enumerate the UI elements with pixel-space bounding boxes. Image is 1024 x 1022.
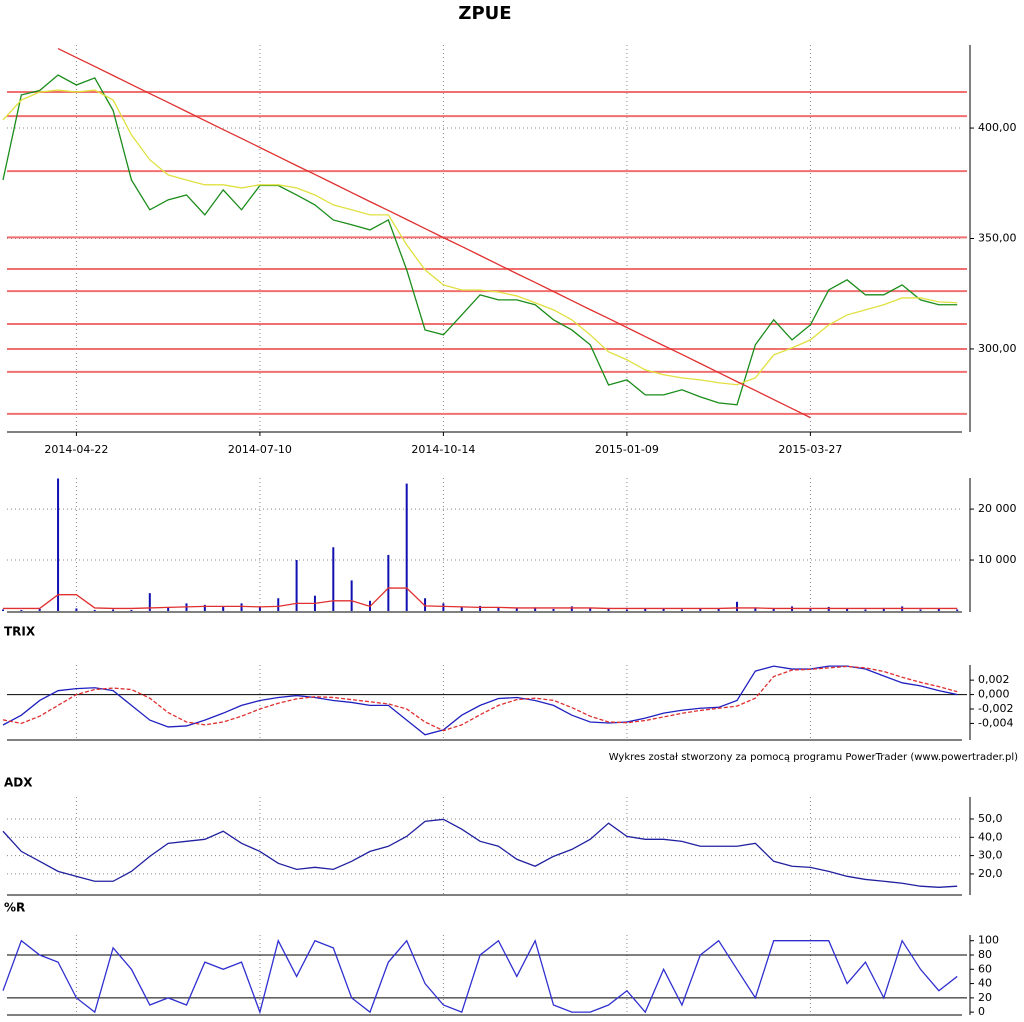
volume-bar (570, 606, 573, 611)
y-tick-label: -0,004 (978, 716, 1013, 729)
volume-bar (589, 608, 592, 611)
series-line (2, 938, 958, 1015)
volume-bar (130, 609, 133, 611)
volume-bar (937, 608, 940, 611)
volume-bar (222, 606, 225, 611)
footer-note: Wykres został stworzony za pomocą progra… (609, 752, 1018, 763)
y-tick-label: 350,00 (978, 232, 1017, 245)
volume-bar (38, 608, 41, 611)
volume-bar (552, 608, 555, 611)
volume-bar (864, 609, 867, 611)
volume-bar (625, 609, 628, 611)
volume-bar (882, 607, 885, 611)
y-tick-label: 50,0 (978, 812, 1003, 825)
volume-bar (75, 608, 78, 611)
panel-title: ADX (4, 776, 33, 790)
volume-bar (277, 598, 280, 611)
y-tick-label: 20 000 (978, 502, 1017, 515)
volume-bar (148, 593, 151, 611)
series-line (2, 89, 958, 386)
series-line (2, 818, 958, 888)
volume-bar (956, 609, 959, 611)
y-tick-label: 20,0 (978, 867, 1003, 880)
volume-bar (57, 478, 60, 611)
volume-bar (607, 607, 610, 611)
series-line (57, 47, 811, 419)
volume-bar (497, 607, 500, 611)
y-tick-label: 40,0 (978, 830, 1003, 843)
volume-bar (662, 608, 665, 611)
volume-bar (680, 609, 683, 611)
volume-bar (258, 606, 261, 611)
volume-bar (203, 604, 206, 611)
volume-bar (460, 606, 463, 611)
y-tick-label: 0,002 (978, 673, 1010, 686)
y-tick-label: 0,000 (978, 688, 1010, 701)
volume-bar (736, 601, 738, 611)
volume-bar (424, 598, 427, 611)
volume-bar (442, 603, 445, 611)
volume-bar (112, 609, 115, 611)
volume-bar (2, 609, 4, 611)
y-tick-label: 400,00 (978, 121, 1017, 134)
volume-bar (20, 609, 23, 611)
volume-bar (405, 483, 408, 611)
volume-bar (754, 607, 757, 611)
volume-bar (350, 580, 353, 611)
y-tick-label: 80 (978, 948, 992, 961)
panel-title: %R (4, 901, 25, 915)
volume-bar (240, 603, 243, 611)
x-tick-label: 2014-07-10 (228, 443, 292, 456)
y-tick-label: 60 (978, 962, 992, 975)
volume-bar (167, 606, 170, 611)
x-tick-label: 2015-03-27 (778, 443, 842, 456)
series-line (2, 665, 958, 732)
volume-bar (772, 608, 775, 611)
volume-bar (93, 609, 96, 611)
volume-bar (295, 560, 298, 611)
volume-bar (387, 554, 390, 611)
y-tick-label: -0,002 (978, 702, 1013, 715)
volume-bar (809, 608, 812, 611)
x-tick-label: 2014-04-22 (44, 443, 108, 456)
y-tick-label: 40 (978, 977, 992, 990)
volume-bar (717, 608, 720, 611)
series-line (3, 587, 958, 610)
y-tick-label: 0 (978, 1005, 985, 1018)
x-tick-label: 2015-01-09 (595, 443, 659, 456)
volume-bar (846, 608, 849, 611)
volume-bar (479, 605, 482, 611)
y-tick-label: 10 000 (978, 553, 1017, 566)
volume-bar (699, 608, 702, 611)
y-tick-label: 100 (978, 934, 999, 947)
series-line (2, 74, 958, 406)
chart-title: ZPUE (458, 3, 511, 24)
panel-title: TRIX (4, 625, 36, 639)
x-tick-label: 2014-10-14 (411, 443, 475, 456)
volume-bar (515, 608, 518, 611)
volume-bar (534, 607, 537, 611)
volume-bar (919, 609, 922, 611)
series-line (2, 665, 958, 736)
y-tick-label: 300,00 (978, 342, 1017, 355)
volume-bar (644, 608, 647, 611)
y-tick-label: 20 (978, 991, 992, 1004)
y-tick-label: 30,0 (978, 849, 1003, 862)
volume-bar (332, 547, 335, 611)
